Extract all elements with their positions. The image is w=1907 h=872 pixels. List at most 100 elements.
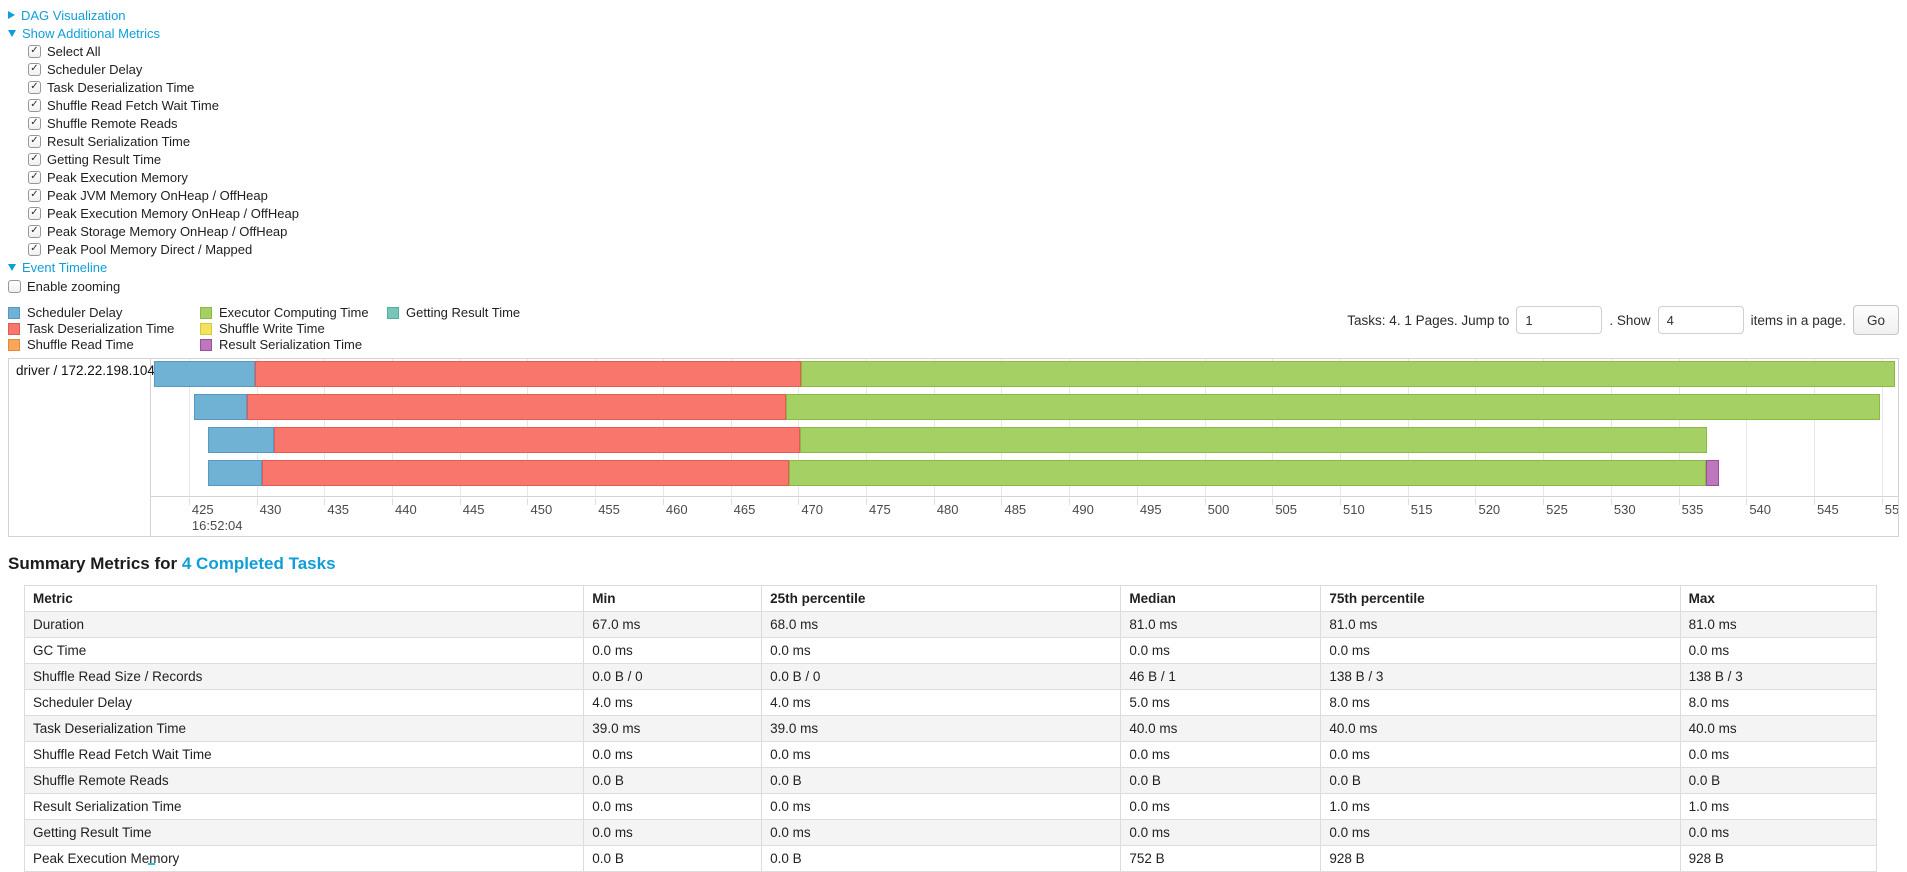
event-timeline-link[interactable]: Event Timeline — [22, 259, 108, 275]
legend-label: Getting Result Time — [406, 305, 521, 320]
metric-value-cell: 4.0 ms — [761, 689, 1122, 716]
timeline-bar-segment-exec_computing[interactable] — [801, 361, 1896, 387]
axis-tick-label: 475 — [869, 502, 891, 517]
dag-visualization-link[interactable]: DAG Visualization — [21, 7, 126, 23]
timeline-bar-segment-result_ser[interactable] — [1705, 460, 1720, 486]
timeline-bar-segment-scheduler_delay[interactable] — [207, 460, 263, 486]
table-row-scheduler-delay: Scheduler Delay 4.0 ms 4.0 ms 5.0 ms 8.0 ms 8… — [23, 689, 1878, 716]
enable-zooming-checkbox[interactable] — [8, 279, 21, 293]
metric-value-cell: 0.0 ms — [761, 819, 1122, 846]
checkbox-checked-icon[interactable]: ✓ — [28, 242, 41, 256]
axis-tick-label: 550 — [1884, 502, 1898, 517]
col-header-median: Median — [1120, 585, 1322, 612]
result-serialization-time-swatch-icon — [200, 338, 212, 351]
checkbox-checked-icon[interactable]: ✓ — [28, 44, 41, 58]
timeline-bar-segment-scheduler_delay[interactable] — [194, 394, 248, 420]
col-header-25th-percentile: 25th percentile — [761, 585, 1122, 612]
task-pagination: Tasks: 4. 1 Pages. Jump to . Show items … — [1347, 305, 1899, 335]
metric-option-label: Peak JVM Memory OnHeap / OffHeap — [47, 187, 268, 203]
axis-tick-label: 460 — [665, 502, 688, 517]
axis-tick-label: 440 — [395, 502, 417, 517]
timeline-bar-segment-scheduler_delay[interactable] — [153, 361, 256, 387]
metric-option-peak-jvm-memory-onheap-offheap[interactable]: ✓ Peak JVM Memory OnHeap / OffHeap — [28, 186, 1899, 204]
checkbox-checked-icon[interactable]: ✓ — [28, 62, 41, 76]
event-timeline-toggle[interactable]: Event Timeline — [8, 258, 1899, 276]
checkbox-checked-icon[interactable]: ✓ — [28, 206, 41, 220]
metric-value-cell: 0.0 B — [1679, 767, 1878, 794]
axis-tick-label: 425 — [191, 502, 214, 517]
metric-value-cell: 1.0 ms — [1679, 793, 1878, 820]
metric-option-label: Scheduler Delay — [47, 61, 143, 77]
checkbox-checked-icon[interactable]: ✓ — [28, 116, 41, 130]
metric-option-peak-execution-memory-onheap-offheap[interactable]: ✓ Peak Execution Memory OnHeap / OffHeap — [28, 204, 1899, 222]
legend-label: Shuffle Read Time — [27, 337, 134, 352]
summary-table-body: Duration 67.0 ms 68.0 ms 81.0 ms 81.0 ms 81.0… — [23, 611, 1878, 872]
metric-option-getting-result-time[interactable]: ✓ Getting Result Time — [28, 150, 1899, 168]
axis-tick-mark — [324, 498, 326, 505]
metric-value-cell: 40.0 ms — [1320, 715, 1681, 742]
timeline-bar-segment-task_deser[interactable] — [262, 460, 789, 486]
checkbox-checked-icon[interactable]: ✓ — [28, 188, 41, 202]
timeline-bar-segment-exec_computing[interactable] — [788, 460, 1706, 486]
metric-option-label: Shuffle Read Fetch Wait Time — [47, 97, 219, 113]
timeline-group-label-column: driver / 172.22.198.104 — [9, 359, 155, 536]
dag-visualization-toggle[interactable]: DAG Visualization — [8, 6, 1899, 24]
metric-value-cell: 138 B / 3 — [1679, 663, 1878, 690]
legend-label: Shuffle Write Time — [219, 321, 325, 336]
axis-tick-mark — [188, 498, 190, 505]
metric-option-peak-storage-memory-onheap-offheap[interactable]: ✓ Peak Storage Memory OnHeap / OffHeap — [28, 222, 1899, 240]
axis-tick-label: 480 — [936, 502, 959, 517]
executor-computing-time-swatch-icon — [200, 306, 212, 319]
metric-name-cell: Result Serialization Time — [23, 793, 585, 820]
metric-option-shuffle-remote-reads[interactable]: ✓ Shuffle Remote Reads — [28, 114, 1899, 132]
completed-tasks-link[interactable]: 4 Completed Tasks — [181, 554, 336, 573]
checkbox-checked-icon[interactable]: ✓ — [28, 98, 41, 112]
checkbox-checked-icon[interactable]: ✓ — [28, 134, 41, 148]
metric-value-cell: 5.0 ms — [1120, 689, 1322, 716]
metric-option-select-all[interactable]: ✓ Select All — [28, 42, 1899, 60]
items-per-page-input[interactable] — [1657, 306, 1744, 334]
checkbox-checked-icon[interactable]: ✓ — [28, 224, 41, 238]
legend-item-shuffle-write-time: Shuffle Write Time — [200, 321, 387, 336]
legend-item-getting-result-time: Getting Result Time — [387, 305, 520, 320]
metric-option-task-deserialization-time[interactable]: ✓ Task Deserialization Time — [28, 78, 1899, 96]
axis-tick-mark — [798, 498, 800, 505]
axis-tick-label: 530 — [1613, 502, 1636, 517]
col-header-max: Max — [1679, 585, 1878, 612]
axis-tick-mark — [1272, 498, 1274, 505]
metric-value-cell: 0.0 B — [1120, 767, 1322, 794]
timeline-bar-segment-exec_computing[interactable] — [799, 427, 1708, 453]
timeline-gridline — [188, 359, 190, 496]
checkbox-checked-icon[interactable]: ✓ — [28, 80, 41, 94]
checkbox-checked-icon[interactable]: ✓ — [28, 152, 41, 166]
timeline-bar-segment-task_deser[interactable] — [247, 394, 787, 420]
metric-option-shuffle-read-fetch-wait-time[interactable]: ✓ Shuffle Read Fetch Wait Time — [28, 96, 1899, 114]
timeline-bar-segment-task_deser[interactable] — [255, 361, 802, 387]
timeline-bar-segment-exec_computing[interactable] — [786, 394, 1881, 420]
metric-value-cell: 0.0 ms — [1320, 741, 1681, 768]
metric-value-cell: 0.0 B / 0 — [761, 663, 1122, 690]
metric-option-peak-execution-memory[interactable]: ✓ Peak Execution Memory — [28, 168, 1899, 186]
enable-zooming-row[interactable]: Enable zooming — [8, 277, 1899, 295]
metric-option-scheduler-delay[interactable]: ✓ Scheduler Delay — [28, 60, 1899, 78]
metrics-checkbox-list: ✓ Select All ✓ Scheduler Delay ✓ Task Deseria… — [8, 42, 1899, 258]
legend-item-executor-computing-time: Executor Computing Time — [200, 305, 387, 320]
table-row-shuffle-remote-reads: Shuffle Remote Reads 0.0 B 0.0 B 0.0 B 0.0 B… — [23, 767, 1878, 794]
axis-tick-mark — [1678, 498, 1680, 505]
checkbox-checked-icon[interactable]: ✓ — [28, 170, 41, 184]
jump-to-page-input[interactable] — [1516, 306, 1603, 334]
timeline-bar-segment-scheduler_delay[interactable] — [207, 427, 275, 453]
metric-option-result-serialization-time[interactable]: ✓ Result Serialization Time — [28, 132, 1899, 150]
axis-tick-mark — [256, 498, 258, 505]
show-additional-metrics-toggle[interactable]: Show Additional Metrics — [8, 24, 1899, 42]
legend-column: Executor Computing Time Shuffle Write Tim… — [200, 305, 387, 353]
timeline-bar-segment-task_deser[interactable] — [274, 427, 800, 453]
metric-option-peak-pool-memory-direct-mapped[interactable]: ✓ Peak Pool Memory Direct / Mapped — [28, 240, 1899, 258]
axis-tick-label: 505 — [1275, 502, 1298, 517]
go-button[interactable]: Go — [1852, 305, 1899, 335]
metric-value-cell: 0.0 ms — [583, 741, 763, 768]
timeline-legend: Scheduler Delay Task Deserialization Time… — [8, 305, 520, 353]
timeline-header: Scheduler Delay Task Deserialization Time… — [8, 305, 1899, 353]
show-additional-metrics-link[interactable]: Show Additional Metrics — [22, 25, 161, 41]
